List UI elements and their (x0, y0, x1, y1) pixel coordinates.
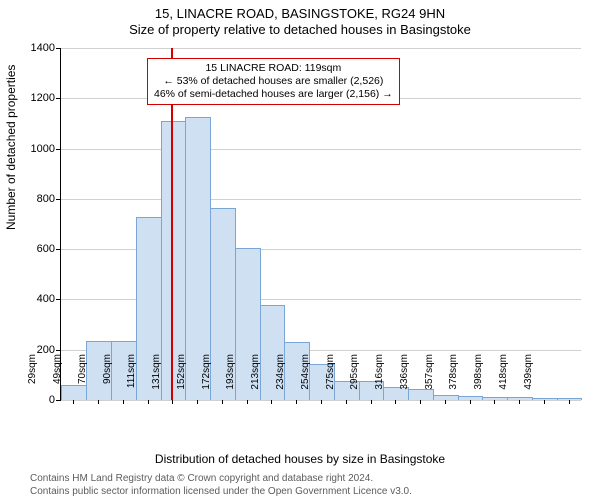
annotation-box: 15 LINACRE ROAD: 119sqm← 53% of detached… (147, 58, 400, 105)
xtick-label: 439sqm (523, 354, 534, 404)
ytick-label: 600 (21, 243, 55, 255)
xtick-label: 90sqm (102, 354, 113, 404)
xtick-mark (371, 400, 372, 404)
xtick-label: 357sqm (424, 354, 435, 404)
xtick-label: 49sqm (52, 354, 63, 404)
xtick-label: 336sqm (399, 354, 410, 404)
attribution: Contains HM Land Registry data © Crown c… (30, 473, 412, 498)
ytick-mark (56, 199, 61, 200)
annotation-line: 46% of semi-detached houses are larger (… (154, 88, 393, 101)
xtick-mark (296, 400, 297, 404)
ytick-mark (56, 350, 61, 351)
xtick-mark (98, 400, 99, 404)
ytick-mark (56, 299, 61, 300)
chart-container: 15, LINACRE ROAD, BASINGSTOKE, RG24 9HN … (0, 0, 600, 500)
xtick-mark (346, 400, 347, 404)
xtick-label: 418sqm (498, 354, 509, 404)
ytick-label: 1400 (21, 42, 55, 54)
xtick-label: 152sqm (176, 354, 187, 404)
gridline (61, 48, 581, 49)
xtick-label: 398sqm (473, 354, 484, 404)
gridline (61, 199, 581, 200)
xtick-label: 172sqm (201, 354, 212, 404)
xtick-label: 295sqm (349, 354, 360, 404)
xtick-mark (197, 400, 198, 404)
xtick-mark (420, 400, 421, 404)
ytick-label: 1000 (21, 143, 55, 155)
xtick-mark (222, 400, 223, 404)
ytick-mark (56, 98, 61, 99)
xtick-mark (148, 400, 149, 404)
xtick-label: 70sqm (77, 354, 88, 404)
x-axis-label: Distribution of detached houses by size … (0, 452, 600, 466)
xtick-mark (519, 400, 520, 404)
xtick-label: 111sqm (126, 354, 137, 404)
ytick-label: 400 (21, 293, 55, 305)
attribution-line2: Contains public sector information licen… (30, 486, 412, 499)
ytick-mark (56, 249, 61, 250)
xtick-mark (395, 400, 396, 404)
ytick-label: 1200 (21, 92, 55, 104)
xtick-mark (247, 400, 248, 404)
xtick-mark (123, 400, 124, 404)
attribution-line1: Contains HM Land Registry data © Crown c… (30, 473, 412, 486)
chart-title-line2: Size of property relative to detached ho… (0, 22, 600, 37)
y-axis-label: Number of detached properties (4, 65, 18, 230)
xtick-mark (73, 400, 74, 404)
annotation-line: 15 LINACRE ROAD: 119sqm (154, 62, 393, 75)
xtick-label: 316sqm (374, 354, 385, 404)
gridline (61, 149, 581, 150)
xtick-label: 213sqm (250, 354, 261, 404)
xtick-mark (321, 400, 322, 404)
ytick-mark (56, 48, 61, 49)
xtick-label: 378sqm (448, 354, 459, 404)
xtick-mark (569, 400, 570, 404)
xtick-label: 193sqm (225, 354, 236, 404)
xtick-label: 254sqm (300, 354, 311, 404)
bar (532, 398, 558, 400)
xtick-mark (172, 400, 173, 404)
xtick-label: 131sqm (151, 354, 162, 404)
xtick-mark (445, 400, 446, 404)
xtick-label: 234sqm (275, 354, 286, 404)
xtick-mark (470, 400, 471, 404)
ytick-mark (56, 149, 61, 150)
xtick-label: 29sqm (27, 354, 38, 404)
xtick-mark (544, 400, 545, 404)
xtick-mark (271, 400, 272, 404)
chart-title-line1: 15, LINACRE ROAD, BASINGSTOKE, RG24 9HN (0, 6, 600, 21)
xtick-mark (494, 400, 495, 404)
xtick-label: 275sqm (325, 354, 336, 404)
plot-area: 020040060080010001200140029sqm49sqm70sqm… (60, 48, 581, 401)
annotation-line: ← 53% of detached houses are smaller (2,… (154, 75, 393, 88)
ytick-label: 800 (21, 193, 55, 205)
